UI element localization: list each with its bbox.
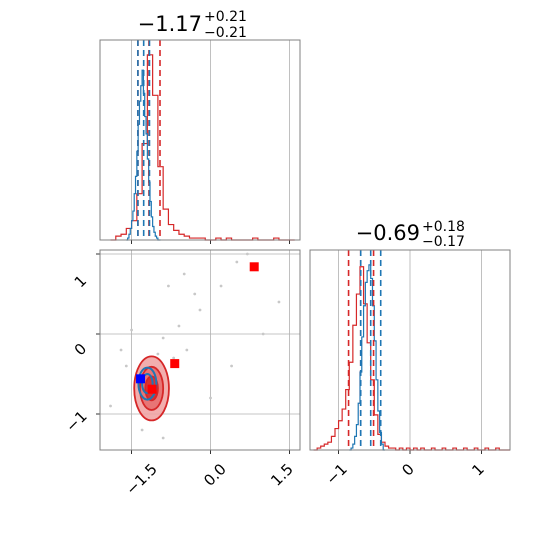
- x-tick-label: 1.5: [267, 460, 297, 490]
- scatter-point: [198, 308, 202, 312]
- axes-frame: [309, 249, 511, 451]
- x-axis-param-2: −1 0 1: [322, 460, 487, 488]
- title-lower-error: −0.17: [422, 234, 465, 250]
- scatter-point: [193, 292, 197, 296]
- scatter-point: [172, 356, 176, 360]
- histogram-series-a: [313, 266, 510, 451]
- scatter-point: [109, 404, 112, 408]
- x-tick-label: 0.0: [200, 460, 230, 490]
- scatter-point: [277, 300, 281, 304]
- title-value: −1.17: [138, 12, 202, 36]
- joint-panel-param-1-2: [96, 249, 301, 454]
- scatter-point: [156, 352, 160, 356]
- histogram-series-a: [110, 54, 295, 241]
- scatter-point: [230, 364, 233, 368]
- title-upper-error: +0.21: [204, 9, 247, 25]
- x-tick-label: 1: [468, 460, 487, 479]
- histogram-series-b: [349, 264, 385, 451]
- scatter-point: [219, 284, 223, 288]
- x-axis-joint: −1.5 0.0 1.5: [122, 460, 296, 498]
- y-tick-label: 0: [71, 340, 90, 359]
- scatter-point: [161, 336, 165, 340]
- title-lower-error: −0.21: [204, 25, 247, 41]
- axes-frame: [99, 39, 301, 241]
- scatter-point: [245, 252, 249, 256]
- marker-series-b: [136, 374, 146, 384]
- contour-series-b: [141, 373, 154, 395]
- y-tick-label: −1: [62, 407, 90, 435]
- scatter-point: [161, 436, 165, 440]
- marker-series-a: [170, 359, 180, 369]
- y-axis-joint: 1 0 −1: [62, 272, 90, 436]
- x-tick-label: −1.5: [122, 460, 160, 498]
- scatter-point: [130, 328, 133, 332]
- scatter-point: [167, 284, 170, 288]
- panel-title-param-2: −0.69 +0.18 −0.17: [356, 219, 465, 250]
- scatter-point: [209, 396, 212, 400]
- scatter-point: [140, 428, 144, 432]
- scatter-point: [261, 332, 265, 336]
- title-upper-error: +0.18: [422, 219, 465, 235]
- x-tick-label: −1: [322, 460, 350, 488]
- histogram-panel-param-1: [99, 39, 301, 244]
- marker-series-a: [147, 384, 157, 394]
- marker-series-a: [249, 262, 259, 272]
- scatter-point: [235, 260, 239, 264]
- scatter-point: [182, 272, 186, 276]
- axes-frame: [99, 249, 301, 451]
- panel-title-param-1: −1.17 +0.21 −0.21: [138, 9, 247, 41]
- y-tick-label: 1: [71, 272, 90, 291]
- scatter-point: [124, 364, 128, 368]
- scatter-point: [119, 348, 123, 352]
- histogram-panel-param-2: [309, 249, 511, 454]
- scatter-point: [177, 324, 181, 328]
- contour-series-b: [137, 366, 158, 401]
- scatter-point: [185, 348, 189, 352]
- title-value: −0.69: [356, 221, 420, 245]
- x-tick-label: 0: [398, 460, 417, 479]
